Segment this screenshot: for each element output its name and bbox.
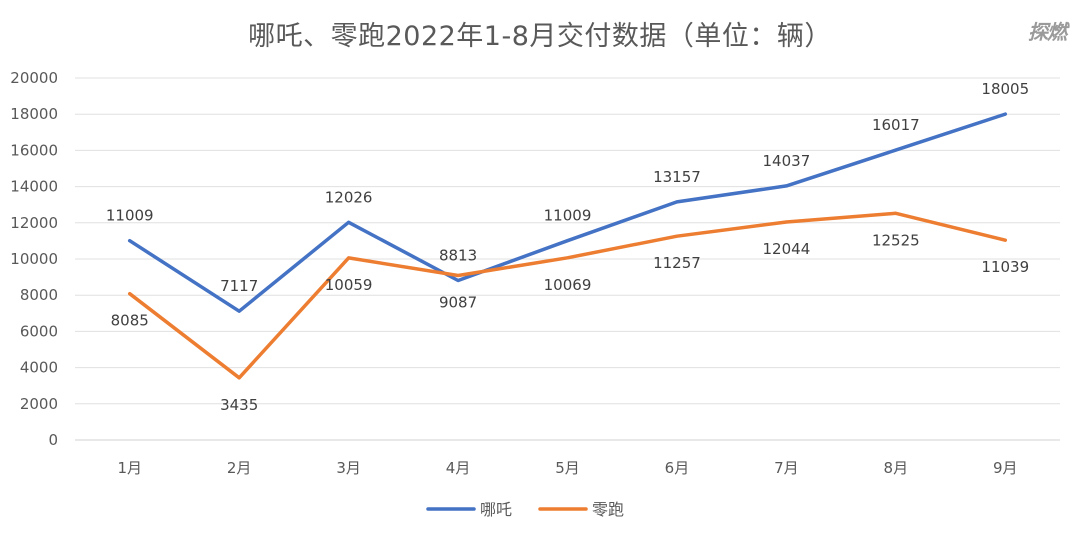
x-tick-label: 3月 (336, 459, 361, 477)
y-tick-label: 0 (48, 431, 58, 449)
y-tick-label: 2000 (20, 395, 58, 413)
y-tick-label: 20000 (10, 69, 58, 87)
series (127, 112, 1008, 380)
legend-item: 哪吒 (426, 500, 512, 519)
data-label: 11257 (653, 254, 701, 272)
y-tick-label: 6000 (20, 322, 58, 340)
watermark-logo: 探燃 (1028, 20, 1067, 44)
gridlines (75, 77, 1060, 441)
data-label: 13157 (653, 168, 701, 186)
data-label: 14037 (763, 152, 811, 170)
data-label: 3435 (220, 396, 258, 414)
data-label: 8813 (439, 246, 477, 264)
data-labels: 11009 7117 12026 8813 11009 13157 14037 16017 18… (106, 80, 1029, 414)
data-label: 18005 (981, 80, 1029, 98)
x-tick-label: 6月 (665, 459, 690, 477)
y-tick-label: 10000 (10, 250, 58, 268)
x-tick-label: 1月 (117, 459, 142, 477)
legend-label: 零跑 (592, 500, 624, 519)
data-label: 12525 (872, 231, 920, 249)
data-label: 16017 (872, 116, 920, 134)
data-label: 10059 (325, 276, 373, 294)
data-label: 11009 (544, 207, 592, 225)
x-axis: 1月 2月 3月 4月 5月 6月 7月 8月 9月 (117, 459, 1017, 477)
x-tick-label: 7月 (774, 459, 799, 477)
y-tick-label: 12000 (10, 214, 58, 232)
x-tick-label: 4月 (446, 459, 471, 477)
legend-item: 零跑 (538, 500, 624, 519)
x-tick-label: 5月 (555, 459, 580, 477)
y-tick-label: 4000 (20, 359, 58, 377)
series-line-零跑 (127, 211, 1008, 380)
y-axis: 0 2000 4000 6000 8000 10000 12000 14000 16000 180… (10, 69, 58, 449)
data-label: 7117 (220, 277, 258, 295)
legend-label: 哪吒 (480, 500, 512, 519)
data-label: 9087 (439, 294, 477, 312)
data-label: 11009 (106, 207, 154, 225)
data-label: 8085 (111, 312, 149, 330)
x-tick-label: 8月 (884, 459, 909, 477)
legend: 哪吒 零跑 (426, 500, 624, 519)
data-label: 12044 (763, 240, 811, 258)
data-label: 10069 (544, 276, 592, 294)
series-line-哪吒 (127, 112, 1008, 313)
chart-title: 哪吒、零跑2022年1-8月交付数据（单位：辆） (248, 21, 832, 52)
y-tick-label: 18000 (10, 105, 58, 123)
y-tick-label: 8000 (20, 286, 58, 304)
data-label: 11039 (981, 258, 1029, 276)
x-tick-label: 9月 (993, 459, 1018, 477)
y-tick-label: 16000 (10, 141, 58, 159)
data-label: 12026 (325, 188, 373, 206)
x-tick-label: 2月 (227, 459, 252, 477)
y-tick-label: 14000 (10, 178, 58, 196)
